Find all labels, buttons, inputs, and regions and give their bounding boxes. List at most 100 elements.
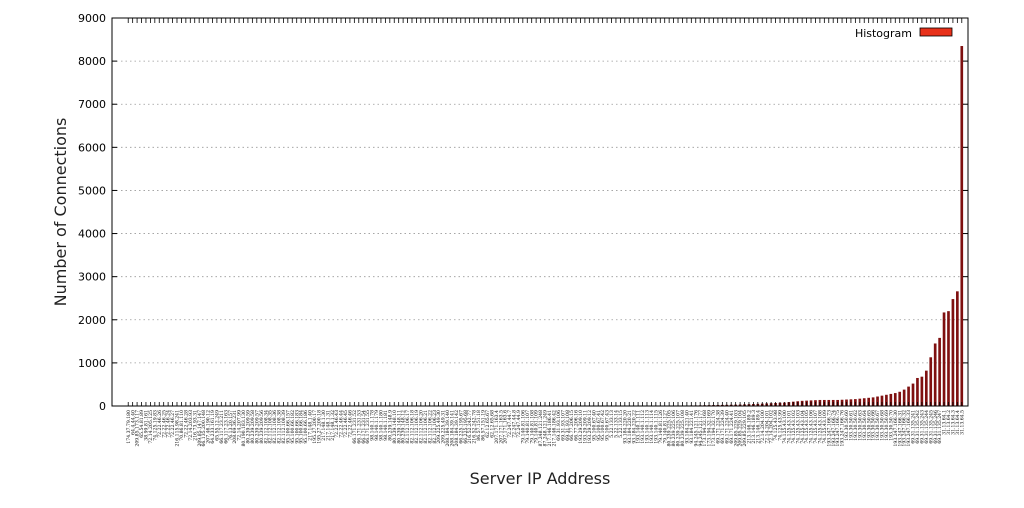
x-tick-label: 195.27.200.18 <box>316 410 322 444</box>
x-tick-label: 207.171.163.6 <box>503 410 509 444</box>
x-tick-label: 72.14.204.102 <box>769 410 775 444</box>
bar <box>889 393 893 406</box>
x-tick-label: 69.31.135.246 <box>933 410 939 444</box>
x-tick-label: 72.22.46.45 <box>343 410 349 438</box>
x-tick-label: 66.225.195.68 <box>463 410 469 444</box>
x-tick-label: 72.14.205.125 <box>148 410 154 444</box>
x-tick-label: 74.125.43.107 <box>813 410 819 444</box>
x-tick-label: 173.194.32.168 <box>702 410 708 447</box>
x-tick-label: 95.100.66.182 <box>290 410 296 444</box>
x-tick-label: 72.22.46.24 <box>166 410 172 438</box>
y-tick-label: 4000 <box>78 228 106 241</box>
x-tick-label: 193.30.50.67 <box>875 410 881 441</box>
x-tick-label: 193.247.166.75 <box>835 410 841 447</box>
x-tick-label: 193.247.166.73 <box>826 410 832 447</box>
y-tick-label: 3000 <box>78 271 106 284</box>
x-tick-label: 80.239.148.12 <box>401 410 407 444</box>
x-tick-label: 74.125.43.103 <box>795 410 801 444</box>
x-tick-label: 86.57.151.18 <box>476 410 482 441</box>
y-tick-label: 9000 <box>78 12 106 25</box>
x-tick-label: 72.22.46.27 <box>170 410 176 438</box>
bar <box>933 343 937 406</box>
x-tick-label: 208.69.36.231 <box>232 410 238 444</box>
x-tick-label: 193.140.1.114 <box>649 410 655 444</box>
x-tick-label: 209.85.147.147 <box>197 410 203 447</box>
bar <box>916 377 919 406</box>
x-tick-label: 216.115.98.241 <box>175 410 181 447</box>
x-tick-label: 62.12.65.68 <box>489 410 495 438</box>
y-tick-label: 7000 <box>78 98 106 111</box>
x-tick-label: 72.22.46.28 <box>183 410 189 438</box>
x-tick-label: 193.140.1.111 <box>636 410 642 444</box>
x-tick-label: 193.247.166.76 <box>840 410 846 447</box>
x-tick-label: 80.239.209.56 <box>259 410 265 444</box>
y-tick-label: 2000 <box>78 314 106 327</box>
x-tick-label: 95.100.67.42 <box>600 410 606 441</box>
bar <box>902 389 906 406</box>
bar <box>885 394 888 406</box>
x-tick-label: 193.247.166.30 <box>893 410 899 447</box>
x-tick-label: 66.117.23.163 <box>223 410 229 444</box>
x-tick-label: 5.22.133.13 <box>609 410 615 438</box>
x-tick-label: 64.4.44.40 <box>130 410 136 435</box>
x-tick-label: 93.184.220.20 <box>622 410 628 444</box>
plot-frame <box>111 17 969 407</box>
x-tick-label: 207.46.190.12 <box>206 410 212 444</box>
x-tick-label: 69.31.135.244 <box>924 410 930 444</box>
x-tick-label: 31.13.64.4 <box>955 410 961 435</box>
x-tick-label: 69.171.224.41 <box>729 410 735 444</box>
bar <box>907 386 910 406</box>
x-tick-label: 38.99.81.161 <box>144 410 150 441</box>
x-tick-label: 82.112.106.22 <box>427 410 433 444</box>
x-tick-label: 93.184.220.21 <box>627 410 633 444</box>
x-tick-label: 31.13.64.3 <box>951 410 957 435</box>
x-tick-label: 66.171.231.54 <box>361 410 367 444</box>
bar <box>898 391 902 406</box>
y-tick-label: 5000 <box>78 184 106 197</box>
y-tick-label: 6000 <box>78 141 106 154</box>
x-tick-label: 216.73.93.31 <box>192 410 198 441</box>
x-tick-label: 193.29.209.10 <box>578 410 584 444</box>
x-tick-label: 95.100.67.40 <box>591 410 597 441</box>
x-tick-label: 209.225.49.30 <box>436 410 442 444</box>
x-tick-label: 209.225.49.31 <box>441 410 447 444</box>
x-tick-label: 74.125.43.105 <box>804 410 810 444</box>
x-tick-label: 74.125.43.109 <box>822 410 828 444</box>
x-tick-label: 193.30.50.65 <box>866 410 872 441</box>
x-tick-label: 31.13.64.5 <box>959 410 965 435</box>
x-tick-label: 80.239.148.9 <box>387 410 393 441</box>
x-tick-label: 69.171.224.38 <box>716 410 722 444</box>
x-tick-label: 208.184.39.142 <box>454 410 460 447</box>
x-tick-label: 74.125.19.83 <box>152 410 158 441</box>
x-tick-label: 213.146.189.4 <box>755 410 761 444</box>
legend: Histogram <box>855 27 953 40</box>
x-tick-label: 193.247.166.31 <box>897 410 903 447</box>
x-tick-label: 66.77.206.15 <box>569 410 575 441</box>
x-tick-label: 95.100.66.183 <box>294 410 300 444</box>
x-tick-label: 98.140.1.178 <box>370 410 376 441</box>
y-axis-title: Number of Connections <box>51 118 70 307</box>
x-tick-label: 5.22.133.15 <box>618 410 624 438</box>
bar <box>951 299 955 406</box>
x-tick-label: 209.85.173.117 <box>135 410 141 447</box>
bar <box>911 383 915 406</box>
x-tick-label: 208.184.39.141 <box>449 410 455 447</box>
x-tick-label: 80.239.148.10 <box>392 410 398 444</box>
x-tick-label: 193.30.50.68 <box>880 410 886 441</box>
bar <box>947 311 950 406</box>
x-tick-label: 193.30.50.60 <box>844 410 850 441</box>
x-tick-label: 193.30.50.69 <box>884 410 890 441</box>
x-tick-label: 80.239.225.108 <box>680 410 686 447</box>
x-tick-label: 66.171.231.52 <box>352 410 358 444</box>
x-tick-label: 193.30.50.70 <box>888 410 894 441</box>
x-tick-label: 82.112.106.20 <box>418 410 424 444</box>
x-tick-label: 66.117.23.211 <box>219 410 225 444</box>
bar <box>871 397 875 406</box>
bar <box>960 46 964 407</box>
x-tick-label: 193.30.50.62 <box>853 410 859 441</box>
x-tick-label: 195.27.200.17 <box>312 410 318 444</box>
x-tick-label: 69.31.135.241 <box>911 410 917 444</box>
x-tick-label: 82.112.108.36 <box>272 410 278 444</box>
axis-ticks <box>112 17 968 407</box>
x-tick-label: 74.125.43.108 <box>817 410 823 444</box>
